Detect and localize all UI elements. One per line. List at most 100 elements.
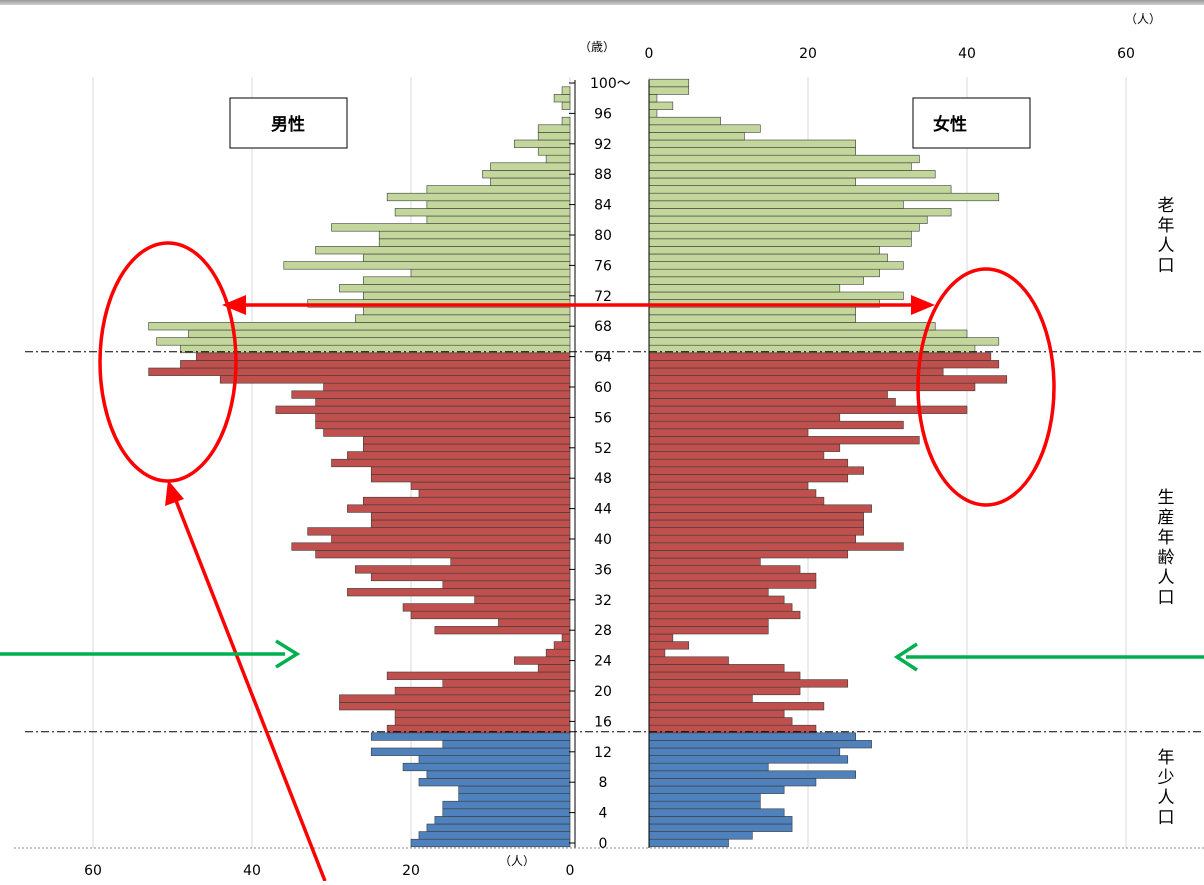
male-bar xyxy=(339,702,571,711)
female-bar xyxy=(648,238,912,247)
male-bar xyxy=(537,132,571,141)
male-count-unit-label: （人） xyxy=(499,854,535,868)
male-bar xyxy=(362,443,571,452)
female-bar xyxy=(648,527,864,536)
female-bar xyxy=(648,436,920,445)
female-count-unit-label: （人） xyxy=(1125,12,1161,26)
male-bar xyxy=(331,223,571,232)
group-label-char: 少 xyxy=(1158,768,1175,788)
male-bar xyxy=(514,656,571,665)
male-bar xyxy=(410,610,571,620)
female-bar xyxy=(648,162,912,171)
female-bar xyxy=(648,268,880,278)
male-axis-tick-label: 40 xyxy=(243,863,261,879)
female-bar xyxy=(648,641,690,650)
male-bar xyxy=(553,94,571,103)
female-bar xyxy=(648,800,761,810)
female-bar xyxy=(648,679,849,688)
female-bar xyxy=(648,778,817,787)
male-bar xyxy=(458,785,571,794)
female-bar xyxy=(648,519,864,528)
female-bar xyxy=(648,314,856,323)
age-tick-label: 24 xyxy=(594,654,612,670)
male-bars xyxy=(148,86,571,848)
age-axis-unit-label: （歳） xyxy=(579,40,615,54)
male-axis-tick-label: 60 xyxy=(84,863,102,879)
axes xyxy=(14,80,1204,849)
female-bar xyxy=(648,565,801,574)
female-bar xyxy=(648,762,769,772)
male-bar xyxy=(188,329,571,338)
group-label-char: 老 xyxy=(1158,196,1175,216)
female-bar xyxy=(648,785,785,794)
female-bar xyxy=(648,610,801,620)
group-label-char: 年 xyxy=(1158,528,1175,548)
male-bar xyxy=(386,192,571,202)
female-bar xyxy=(648,793,761,802)
male-bar xyxy=(434,626,571,635)
female-bar xyxy=(648,451,825,460)
male-bar xyxy=(561,633,571,642)
female-bar xyxy=(648,375,1008,384)
female-bar xyxy=(648,177,856,186)
male-bar xyxy=(450,557,571,566)
female-bar xyxy=(648,428,809,437)
female-bar xyxy=(648,200,904,209)
red-diagonal-arrow xyxy=(173,497,327,882)
male-bar xyxy=(410,268,571,278)
male-bar xyxy=(537,124,571,133)
age-tick-label: 76 xyxy=(594,258,612,274)
female-bar xyxy=(648,816,793,825)
male-bar xyxy=(315,413,571,422)
gridlines xyxy=(92,77,1127,848)
female-bar xyxy=(648,230,912,240)
axis-labels: 0481216202428323640444852566064687276808… xyxy=(84,46,1135,879)
red-arrowhead-left xyxy=(222,295,246,315)
top-border xyxy=(0,0,1204,5)
female-bar xyxy=(648,740,872,749)
female-bar xyxy=(648,702,825,711)
male-bar xyxy=(545,648,571,658)
male-bar xyxy=(426,770,571,779)
female-bar xyxy=(648,170,936,179)
age-tick-label: 92 xyxy=(594,137,612,153)
age-tick-label: 80 xyxy=(594,228,612,244)
age-tick-label: 52 xyxy=(594,441,612,457)
male-bar xyxy=(474,595,571,604)
male-bar xyxy=(196,352,571,361)
group-label-char: 生 xyxy=(1158,488,1175,508)
female-bar xyxy=(648,86,690,95)
male-bar xyxy=(156,337,571,346)
male-bar xyxy=(426,185,571,194)
male-label: 男性 xyxy=(271,114,305,135)
male-bar xyxy=(362,276,571,285)
male-bar xyxy=(537,147,571,156)
male-bar xyxy=(418,489,571,498)
female-bar xyxy=(648,550,849,559)
female-axis-tick-label: 40 xyxy=(958,46,976,62)
female-bar xyxy=(648,542,904,551)
group-label-char: 人 xyxy=(1158,788,1175,808)
age-tick-label: 4 xyxy=(599,806,608,822)
male-bar xyxy=(394,717,571,726)
male-bar xyxy=(323,428,571,437)
male-bar xyxy=(490,177,571,186)
female-bar xyxy=(648,124,761,133)
male-bar xyxy=(394,208,571,217)
female-bar xyxy=(648,116,721,126)
male-bar xyxy=(370,732,571,741)
female-bar xyxy=(648,656,729,665)
female-bar xyxy=(648,671,801,680)
age-tick-label: 64 xyxy=(594,350,612,366)
female-bar xyxy=(648,147,856,156)
female-bar xyxy=(648,382,976,392)
female-bar xyxy=(648,466,864,475)
age-tick-label: 32 xyxy=(594,593,612,609)
male-bar xyxy=(323,382,571,392)
male-bar xyxy=(434,816,571,825)
male-bar xyxy=(370,512,571,521)
male-bar xyxy=(553,641,571,650)
male-bar xyxy=(315,246,571,255)
